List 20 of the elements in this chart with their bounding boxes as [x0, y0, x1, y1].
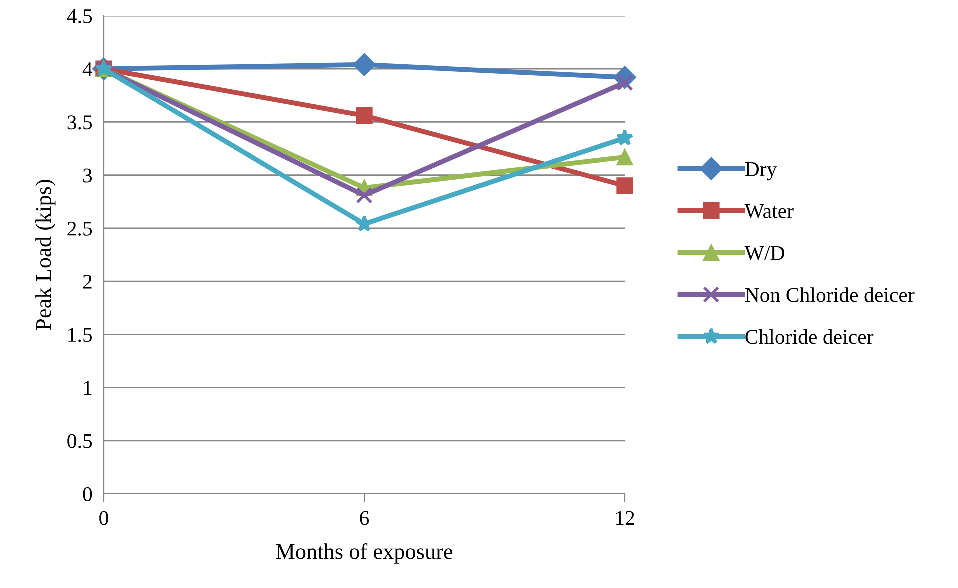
y-tick-label: 2.5	[68, 222, 92, 236]
y-tick-label: 4	[82, 62, 93, 76]
y-tick-label: 3	[83, 168, 92, 183]
legend-label: Chloride deicer	[746, 330, 874, 344]
y-tick-label: 1.5	[68, 328, 92, 342]
legend-label: W/D	[744, 246, 784, 260]
x-tick-label: 6	[360, 511, 370, 526]
y-tick-label: 0.5	[68, 434, 92, 448]
x-tick-label: 12	[616, 511, 634, 526]
y-tick-label: 4.5	[67, 10, 92, 24]
y-tick-label: 2	[83, 274, 92, 289]
legend-label: Dry	[745, 162, 778, 181]
y-tick-label: 1	[84, 381, 92, 396]
x-axis-title: Months of exposure	[276, 543, 453, 564]
legend-label: Non Chloride deicer	[745, 288, 915, 302]
y-axis-title: Peak Load (kips)	[36, 180, 56, 330]
y-tick-label: 0	[83, 487, 92, 502]
y-tick-label: 3.5	[68, 116, 92, 130]
legend-label: Water	[744, 204, 794, 218]
x-tick-label: 0	[100, 511, 108, 526]
